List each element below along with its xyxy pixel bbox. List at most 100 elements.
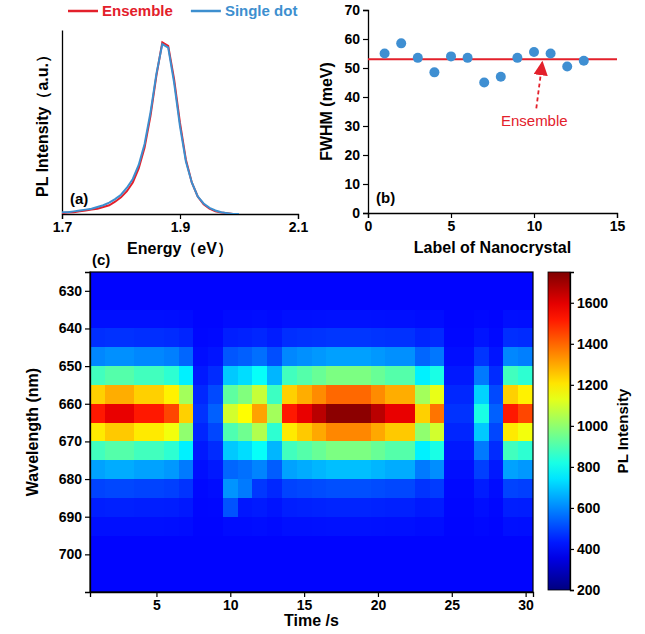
heatmap-cell: [134, 385, 149, 404]
heatmap-cell: [297, 441, 312, 460]
heatmap-cell: [371, 517, 386, 536]
heatmap-cell: [459, 573, 474, 592]
tick: 0: [365, 213, 373, 234]
heatmap-cell: [459, 479, 474, 498]
heatmap-cell: [120, 272, 135, 291]
heatmap-cell: [164, 498, 179, 517]
tick-label: 670: [59, 433, 83, 449]
x-axis: 1.71.92.1: [53, 214, 309, 235]
heatmap-cell: [400, 366, 415, 385]
tick: 30: [344, 118, 368, 134]
tick: 10: [223, 592, 239, 613]
heatmap-cell: [474, 385, 489, 404]
heatmap-cell: [193, 554, 208, 573]
heatmap-cell: [489, 328, 504, 347]
heatmap-cell: [430, 385, 445, 404]
heatmap-cell: [312, 404, 327, 423]
heatmap-cell: [252, 479, 267, 498]
tick-mark: [570, 426, 574, 427]
heatmap-cell: [238, 347, 253, 366]
tick-mark: [85, 291, 90, 292]
tick-mark: [363, 155, 368, 156]
heatmap-cell: [105, 517, 120, 536]
heatmap-cell: [208, 328, 223, 347]
heatmap-cell: [208, 554, 223, 573]
figure: 1.71.92.1EnsembleSingle dotEnergy（eV）PL …: [0, 0, 645, 634]
heatmap-cell: [90, 347, 105, 366]
tick-mark: [570, 549, 574, 550]
heatmap-cell: [400, 536, 415, 555]
heatmap-cell: [385, 291, 400, 310]
heatmap-cell: [297, 328, 312, 347]
heatmap-cell: [105, 441, 120, 460]
heatmap-cell: [474, 291, 489, 310]
heatmap-cell: [400, 291, 415, 310]
heatmap-cell: [356, 536, 371, 555]
heatmap-cell: [518, 479, 533, 498]
heatmap-cell: [312, 385, 327, 404]
heatmap-cell: [193, 460, 208, 479]
heatmap-cell: [238, 310, 253, 329]
legend-swatch: [191, 10, 221, 13]
heatmap-cell: [120, 573, 135, 592]
heatmap-cell: [90, 536, 105, 555]
heatmap-cell: [444, 291, 459, 310]
tick-label: 40: [344, 89, 360, 105]
plot-frame: [90, 272, 533, 592]
heatmap-cell: [371, 385, 386, 404]
y-axis-title: FWHM (meV): [318, 62, 335, 161]
heatmap-cell: [444, 423, 459, 442]
heatmap-cell: [341, 310, 356, 329]
heatmap-cell: [415, 385, 430, 404]
heatmap-cell: [430, 498, 445, 517]
heatmap-cell: [459, 291, 474, 310]
heatmap-cell: [193, 328, 208, 347]
heatmap-cell: [120, 441, 135, 460]
tick-mark: [570, 303, 574, 304]
heatmap-cell: [341, 366, 356, 385]
heatmap-cell: [267, 328, 282, 347]
tick-label: 660: [59, 396, 83, 412]
tick-label: 1200: [577, 377, 608, 393]
heatmap-cell: [149, 291, 164, 310]
heatmap-cell: [179, 385, 194, 404]
heatmap-cell: [164, 517, 179, 536]
heatmap-cell: [444, 347, 459, 366]
heatmap-cell: [149, 479, 164, 498]
tick: 680: [59, 471, 90, 487]
axis-line: [571, 273, 575, 591]
heatmap-cell: [282, 347, 297, 366]
data-point: [562, 62, 572, 72]
heatmap-cell: [444, 517, 459, 536]
heatmap-cell: [489, 423, 504, 442]
heatmap-cell: [282, 404, 297, 423]
heatmap-cell: [371, 573, 386, 592]
tick-mark: [85, 366, 90, 367]
tick: 630: [59, 283, 90, 299]
heatmap-cell: [489, 441, 504, 460]
heatmap-cell: [326, 291, 341, 310]
x-axis: 51015202530: [91, 592, 535, 613]
tick-label: 1000: [577, 418, 608, 434]
heatmap-cell: [356, 573, 371, 592]
heatmap-cell: [356, 554, 371, 573]
heatmap-cell: [105, 366, 120, 385]
heatmap-cell: [341, 328, 356, 347]
heatmap-cell: [297, 310, 312, 329]
legend-label: Single dot: [225, 2, 298, 19]
data-point: [496, 72, 506, 82]
heatmap-cell: [282, 423, 297, 442]
heatmap-cell: [489, 385, 504, 404]
heatmap-cell: [430, 310, 445, 329]
heatmap-cell: [90, 404, 105, 423]
tick: 660: [59, 396, 90, 412]
heatmap-cell: [134, 347, 149, 366]
heatmap-cell: [312, 536, 327, 555]
heatmap-cell: [252, 573, 267, 592]
heatmap-cell: [444, 573, 459, 592]
heatmap-cell: [134, 517, 149, 536]
heatmap-cell: [341, 517, 356, 536]
heatmap-cell: [90, 310, 105, 329]
y-axis: 010203040506070: [344, 2, 368, 221]
heatmap-cell: [518, 423, 533, 442]
